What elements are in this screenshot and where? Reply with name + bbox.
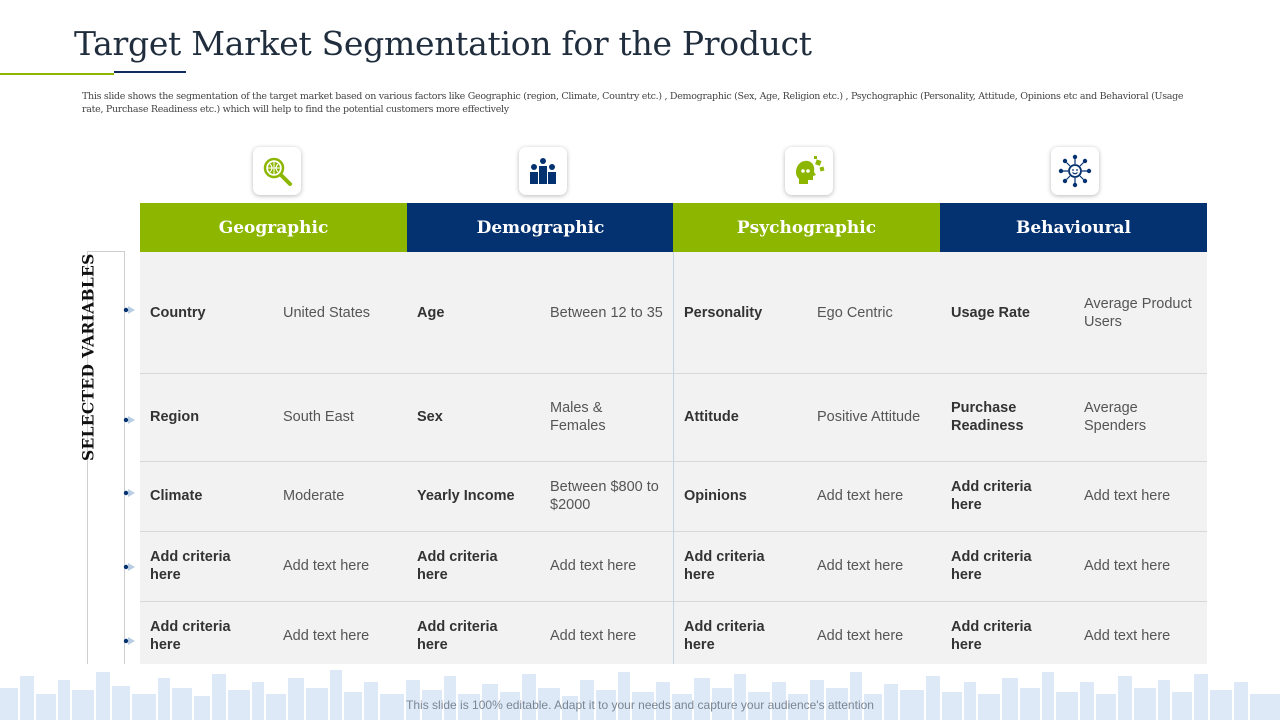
psychographic-icon-box <box>785 147 833 195</box>
geographic-value-4: Add text here <box>283 558 370 574</box>
psychographic-criteria-1: Personality <box>684 304 763 321</box>
geographic-icon-box <box>253 147 301 195</box>
title-underline-green <box>0 73 114 75</box>
selected-variables-label: SELECTED VARIABLES <box>78 253 98 461</box>
geographic-criteria-1: Country <box>150 304 206 321</box>
column-divider <box>673 252 674 672</box>
slide-description: This slide shows the segmentation of the… <box>82 91 1184 115</box>
row-marker-icon <box>123 637 135 645</box>
demographic-icon-box <box>519 147 567 195</box>
geographic-criteria-2: Region <box>150 409 200 425</box>
row-marker-icon <box>123 416 135 424</box>
psychographic-value-5: Add text here <box>817 628 904 644</box>
header-psychographic: Psychographic <box>673 203 940 252</box>
demographic-value-2: Males & Females <box>550 400 606 434</box>
footer-note: This slide is 100% editable. Adapt it to… <box>406 698 874 712</box>
geographic-value-2: South East <box>283 409 354 425</box>
behavioural-criteria-5: Add criteria here <box>951 619 1032 653</box>
demographic-value-5: Add text here <box>550 628 637 644</box>
psychographic-value-4: Add text here <box>817 558 904 574</box>
geographic-criteria-3: Climate <box>150 488 203 504</box>
geographic-criteria-5: Add criteria here <box>150 619 231 653</box>
psychographic-criteria-4: Add criteria here <box>684 549 765 583</box>
row-marker-icon <box>123 489 135 497</box>
geographic-value-1: United States <box>283 304 371 321</box>
smiley-network-icon <box>1058 154 1092 188</box>
page-title: Target Market Segmentation for the Produ… <box>74 24 812 63</box>
behavioural-value-4: Add text here <box>1084 558 1171 574</box>
header-behavioural: Behavioural <box>940 203 1207 252</box>
demographic-value-3: Between $800 to $2000 <box>550 479 659 513</box>
selected-variables-box <box>87 251 125 672</box>
behavioural-criteria-1: Usage Rate <box>951 304 1030 321</box>
demographic-criteria-2: Sex <box>417 409 443 425</box>
demographic-criteria-1: Age <box>417 304 445 321</box>
psychographic-criteria-2: Attitude <box>684 409 739 425</box>
title-underline-navy <box>114 71 186 73</box>
geographic-value-5: Add text here <box>283 628 370 644</box>
behavioural-criteria-4: Add criteria here <box>951 549 1032 583</box>
row-marker-icon <box>123 563 135 571</box>
behavioural-criteria-2: Purchase Readiness <box>951 400 1024 434</box>
geographic-criteria-4: Add criteria here <box>150 549 231 583</box>
behavioural-value-1: Average Product Users <box>1084 295 1192 330</box>
header-demographic: Demographic <box>407 203 674 252</box>
behavioural-value-5: Add text here <box>1084 628 1171 644</box>
geographic-value-3: Moderate <box>283 488 345 504</box>
demographic-criteria-3: Yearly Income <box>417 488 515 504</box>
behavioural-criteria-3: Add criteria here <box>951 479 1032 513</box>
city-skyline-decoration <box>0 664 1280 720</box>
psychographic-value-2: Positive Attitude <box>817 409 921 425</box>
row-marker-icon <box>123 306 135 314</box>
head-puzzle-icon <box>796 156 825 184</box>
demographic-criteria-4: Add criteria here <box>417 549 498 583</box>
demographic-value-4: Add text here <box>550 558 637 574</box>
behavioural-value-3: Add text here <box>1084 488 1171 504</box>
behavioural-value-2: Average Spenders <box>1084 400 1147 434</box>
people-podium-icon <box>530 158 556 184</box>
behavioural-icon-box <box>1051 147 1099 195</box>
psychographic-criteria-5: Add criteria here <box>684 619 765 653</box>
psychographic-criteria-3: Opinions <box>684 488 747 504</box>
psychographic-value-1: Ego Centric <box>817 304 893 321</box>
psychographic-value-3: Add text here <box>817 488 904 504</box>
demographic-value-1: Between 12 to 35 <box>550 304 663 321</box>
demographic-criteria-5: Add criteria here <box>417 619 498 653</box>
header-geographic: Geographic <box>140 203 407 252</box>
magnifier-globe-icon <box>263 157 292 186</box>
